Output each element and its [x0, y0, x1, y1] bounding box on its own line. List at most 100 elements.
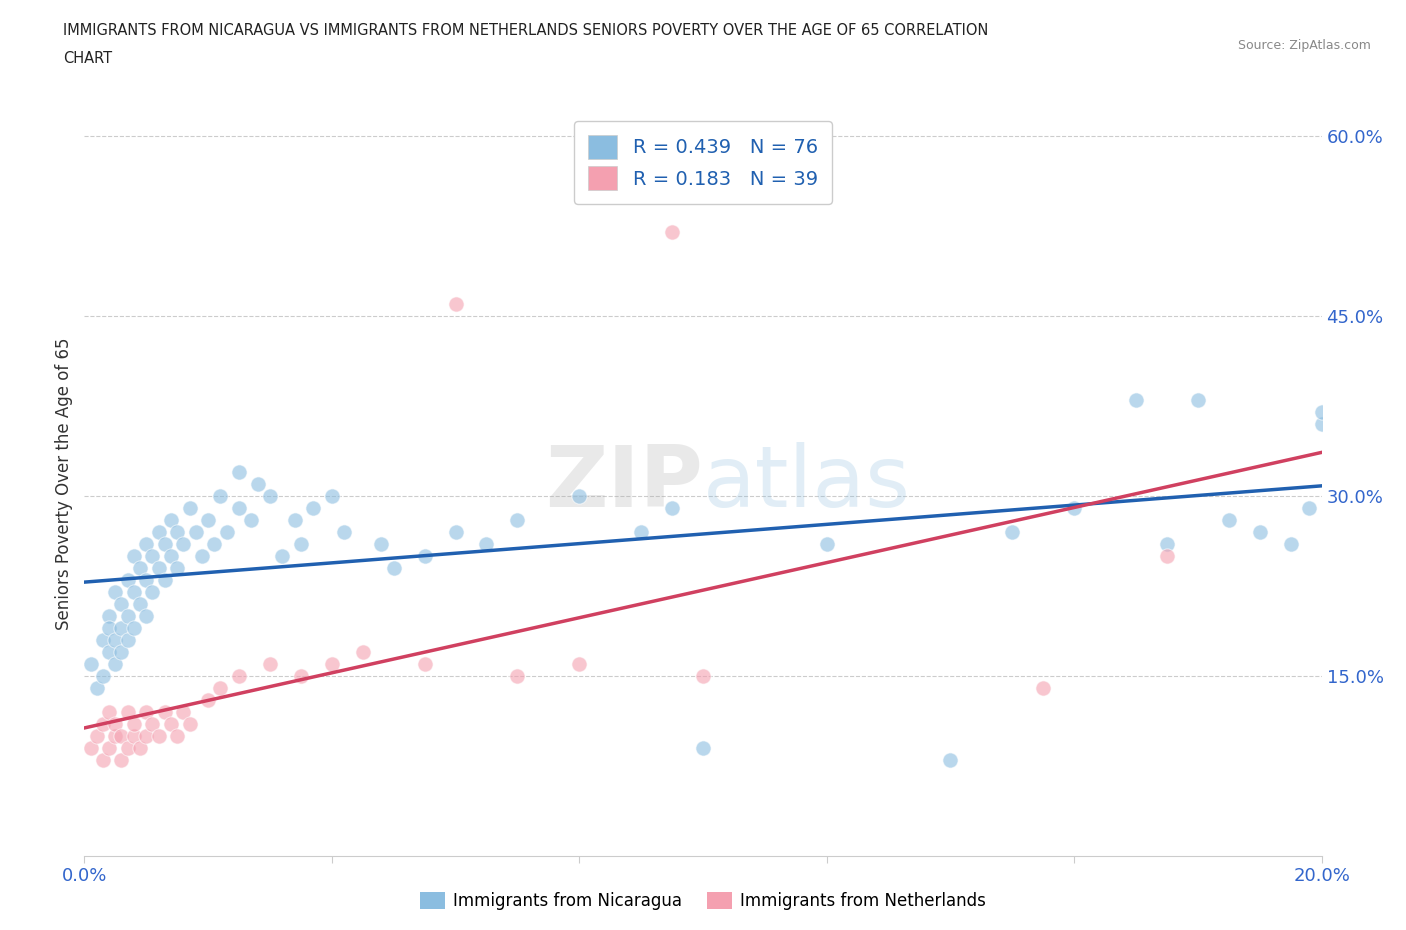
Point: [202, 537, 225, 551]
Point: [153, 537, 176, 551]
Point: [197, 692, 219, 707]
Point: [284, 512, 307, 527]
Point: [1298, 500, 1320, 515]
Point: [321, 488, 343, 503]
Point: [148, 560, 170, 575]
Point: [86, 680, 108, 695]
Text: Source: ZipAtlas.com: Source: ZipAtlas.com: [1237, 39, 1371, 52]
Point: [444, 525, 467, 539]
Point: [1125, 392, 1147, 407]
Point: [179, 716, 201, 731]
Point: [141, 548, 163, 563]
Point: [290, 537, 312, 551]
Point: [135, 704, 157, 719]
Point: [104, 584, 127, 599]
Point: [110, 728, 132, 743]
Point: [815, 537, 838, 551]
Point: [1310, 416, 1333, 431]
Point: [141, 584, 163, 599]
Point: [939, 752, 962, 767]
Point: [197, 512, 219, 527]
Text: IMMIGRANTS FROM NICARAGUA VS IMMIGRANTS FROM NETHERLANDS SENIORS POVERTY OVER TH: IMMIGRANTS FROM NICARAGUA VS IMMIGRANTS …: [63, 23, 988, 38]
Point: [117, 572, 139, 587]
Point: [104, 716, 127, 731]
Point: [122, 548, 145, 563]
Point: [160, 716, 183, 731]
Point: [129, 560, 152, 575]
Point: [413, 548, 436, 563]
Point: [475, 537, 498, 551]
Point: [98, 608, 121, 623]
Point: [98, 644, 121, 659]
Point: [692, 740, 714, 755]
Point: [141, 716, 163, 731]
Point: [172, 537, 194, 551]
Point: [568, 488, 591, 503]
Point: [129, 740, 152, 755]
Point: [179, 500, 201, 515]
Point: [692, 668, 714, 683]
Point: [104, 632, 127, 647]
Point: [1218, 512, 1240, 527]
Point: [228, 500, 250, 515]
Point: [166, 560, 188, 575]
Point: [91, 668, 114, 683]
Point: [506, 668, 529, 683]
Point: [1279, 537, 1302, 551]
Point: [135, 537, 157, 551]
Point: [129, 596, 152, 611]
Point: [79, 657, 101, 671]
Point: [110, 596, 132, 611]
Point: [1310, 405, 1333, 419]
Point: [290, 668, 312, 683]
Point: [246, 476, 269, 491]
Point: [135, 608, 157, 623]
Point: [506, 512, 529, 527]
Point: [86, 728, 108, 743]
Point: [184, 525, 207, 539]
Legend: R = 0.439   N = 76, R = 0.183   N = 39: R = 0.439 N = 76, R = 0.183 N = 39: [575, 121, 831, 204]
Point: [98, 704, 121, 719]
Legend: Immigrants from Nicaragua, Immigrants from Netherlands: Immigrants from Nicaragua, Immigrants fr…: [413, 885, 993, 917]
Point: [271, 548, 294, 563]
Point: [153, 572, 176, 587]
Point: [79, 740, 101, 755]
Point: [104, 657, 127, 671]
Point: [259, 488, 281, 503]
Point: [382, 560, 405, 575]
Point: [568, 657, 591, 671]
Point: [352, 644, 374, 659]
Point: [209, 680, 232, 695]
Point: [370, 537, 392, 551]
Point: [166, 525, 188, 539]
Point: [1187, 392, 1209, 407]
Point: [661, 224, 683, 239]
Point: [661, 500, 683, 515]
Point: [166, 728, 188, 743]
Text: ZIP: ZIP: [546, 442, 703, 525]
Point: [122, 584, 145, 599]
Point: [1001, 525, 1024, 539]
Point: [135, 572, 157, 587]
Point: [98, 620, 121, 635]
Point: [122, 620, 145, 635]
Point: [91, 716, 114, 731]
Point: [110, 644, 132, 659]
Point: [98, 740, 121, 755]
Point: [148, 728, 170, 743]
Point: [104, 728, 127, 743]
Point: [1063, 500, 1085, 515]
Text: CHART: CHART: [63, 51, 112, 66]
Point: [228, 668, 250, 683]
Point: [117, 608, 139, 623]
Point: [160, 512, 183, 527]
Point: [1156, 548, 1178, 563]
Point: [302, 500, 325, 515]
Point: [1249, 525, 1271, 539]
Point: [117, 704, 139, 719]
Point: [191, 548, 214, 563]
Point: [110, 752, 132, 767]
Point: [209, 488, 232, 503]
Text: atlas: atlas: [703, 442, 911, 525]
Point: [135, 728, 157, 743]
